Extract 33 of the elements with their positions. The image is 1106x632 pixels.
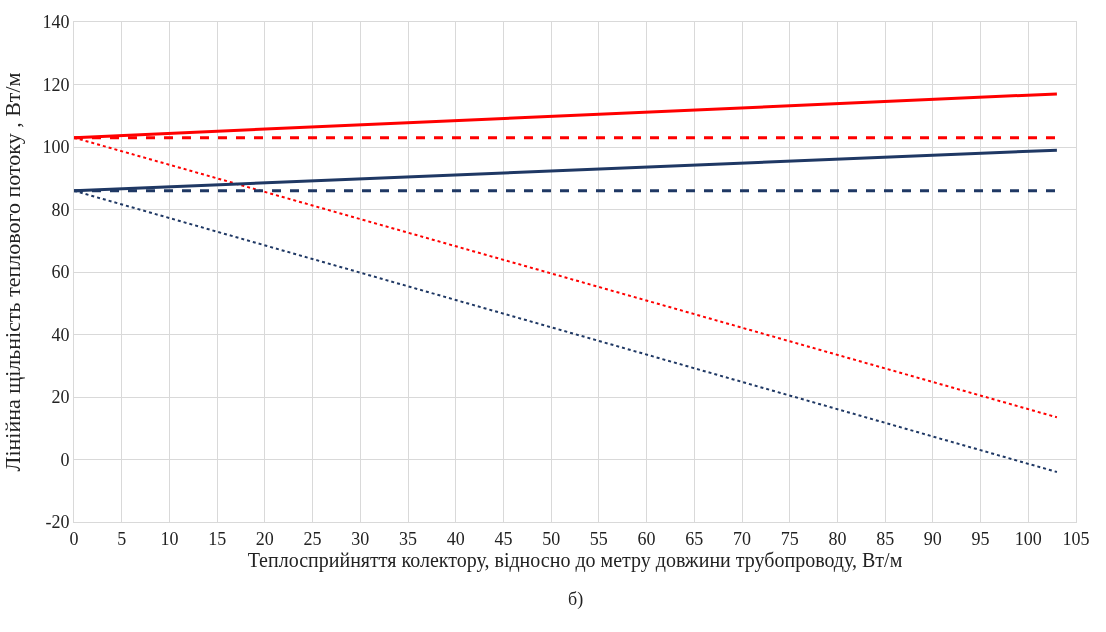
y-tick-label: -20 bbox=[45, 512, 70, 533]
x-tick-label: 25 bbox=[303, 528, 322, 549]
x-tick-label: 35 bbox=[399, 528, 417, 549]
y-tick-label: 20 bbox=[51, 387, 70, 408]
x-tick-label: 65 bbox=[685, 528, 704, 549]
y-axis-title: Лінійна щільність теплового потоку , Вт/м bbox=[0, 72, 26, 472]
x-tick-label: 90 bbox=[923, 528, 942, 549]
text: б) bbox=[568, 589, 584, 610]
x-tick-label: 85 bbox=[876, 528, 895, 549]
x-tick-label: 15 bbox=[208, 528, 227, 549]
x-tick-label: 45 bbox=[494, 528, 513, 549]
x-tick-label: 55 bbox=[589, 528, 608, 549]
x-tick-label: 10 bbox=[160, 528, 179, 549]
x-tick-label: 40 bbox=[446, 528, 465, 549]
x-tick-label: 5 bbox=[117, 528, 127, 549]
x-tick-label: 20 bbox=[255, 528, 274, 549]
x-tick-label: 75 bbox=[780, 528, 799, 549]
x-tick-label: 50 bbox=[542, 528, 561, 549]
y-tick-label: 40 bbox=[51, 324, 70, 345]
x-tick-label: 100 bbox=[1014, 528, 1042, 549]
x-tick-label: 70 bbox=[733, 528, 751, 549]
x-tick-label: 80 bbox=[828, 528, 847, 549]
x-tick-label: 30 bbox=[351, 528, 370, 549]
y-tick-label: 100 bbox=[42, 137, 70, 158]
x-tick-label: 105 bbox=[1062, 528, 1090, 549]
x-tick-label: 95 bbox=[971, 528, 990, 549]
x-tick-label: 60 bbox=[637, 528, 656, 549]
y-tick-label: 60 bbox=[51, 262, 70, 283]
y-tick-label: 140 bbox=[42, 12, 70, 33]
y-tick-label: 80 bbox=[51, 199, 70, 220]
y-tick-label: 120 bbox=[42, 74, 70, 95]
y-tick-label: 0 bbox=[60, 449, 70, 470]
x-axis-title: Теплосприйняття колектору, відносно до метру довжини трубопроводу, Вт/м bbox=[247, 548, 903, 572]
